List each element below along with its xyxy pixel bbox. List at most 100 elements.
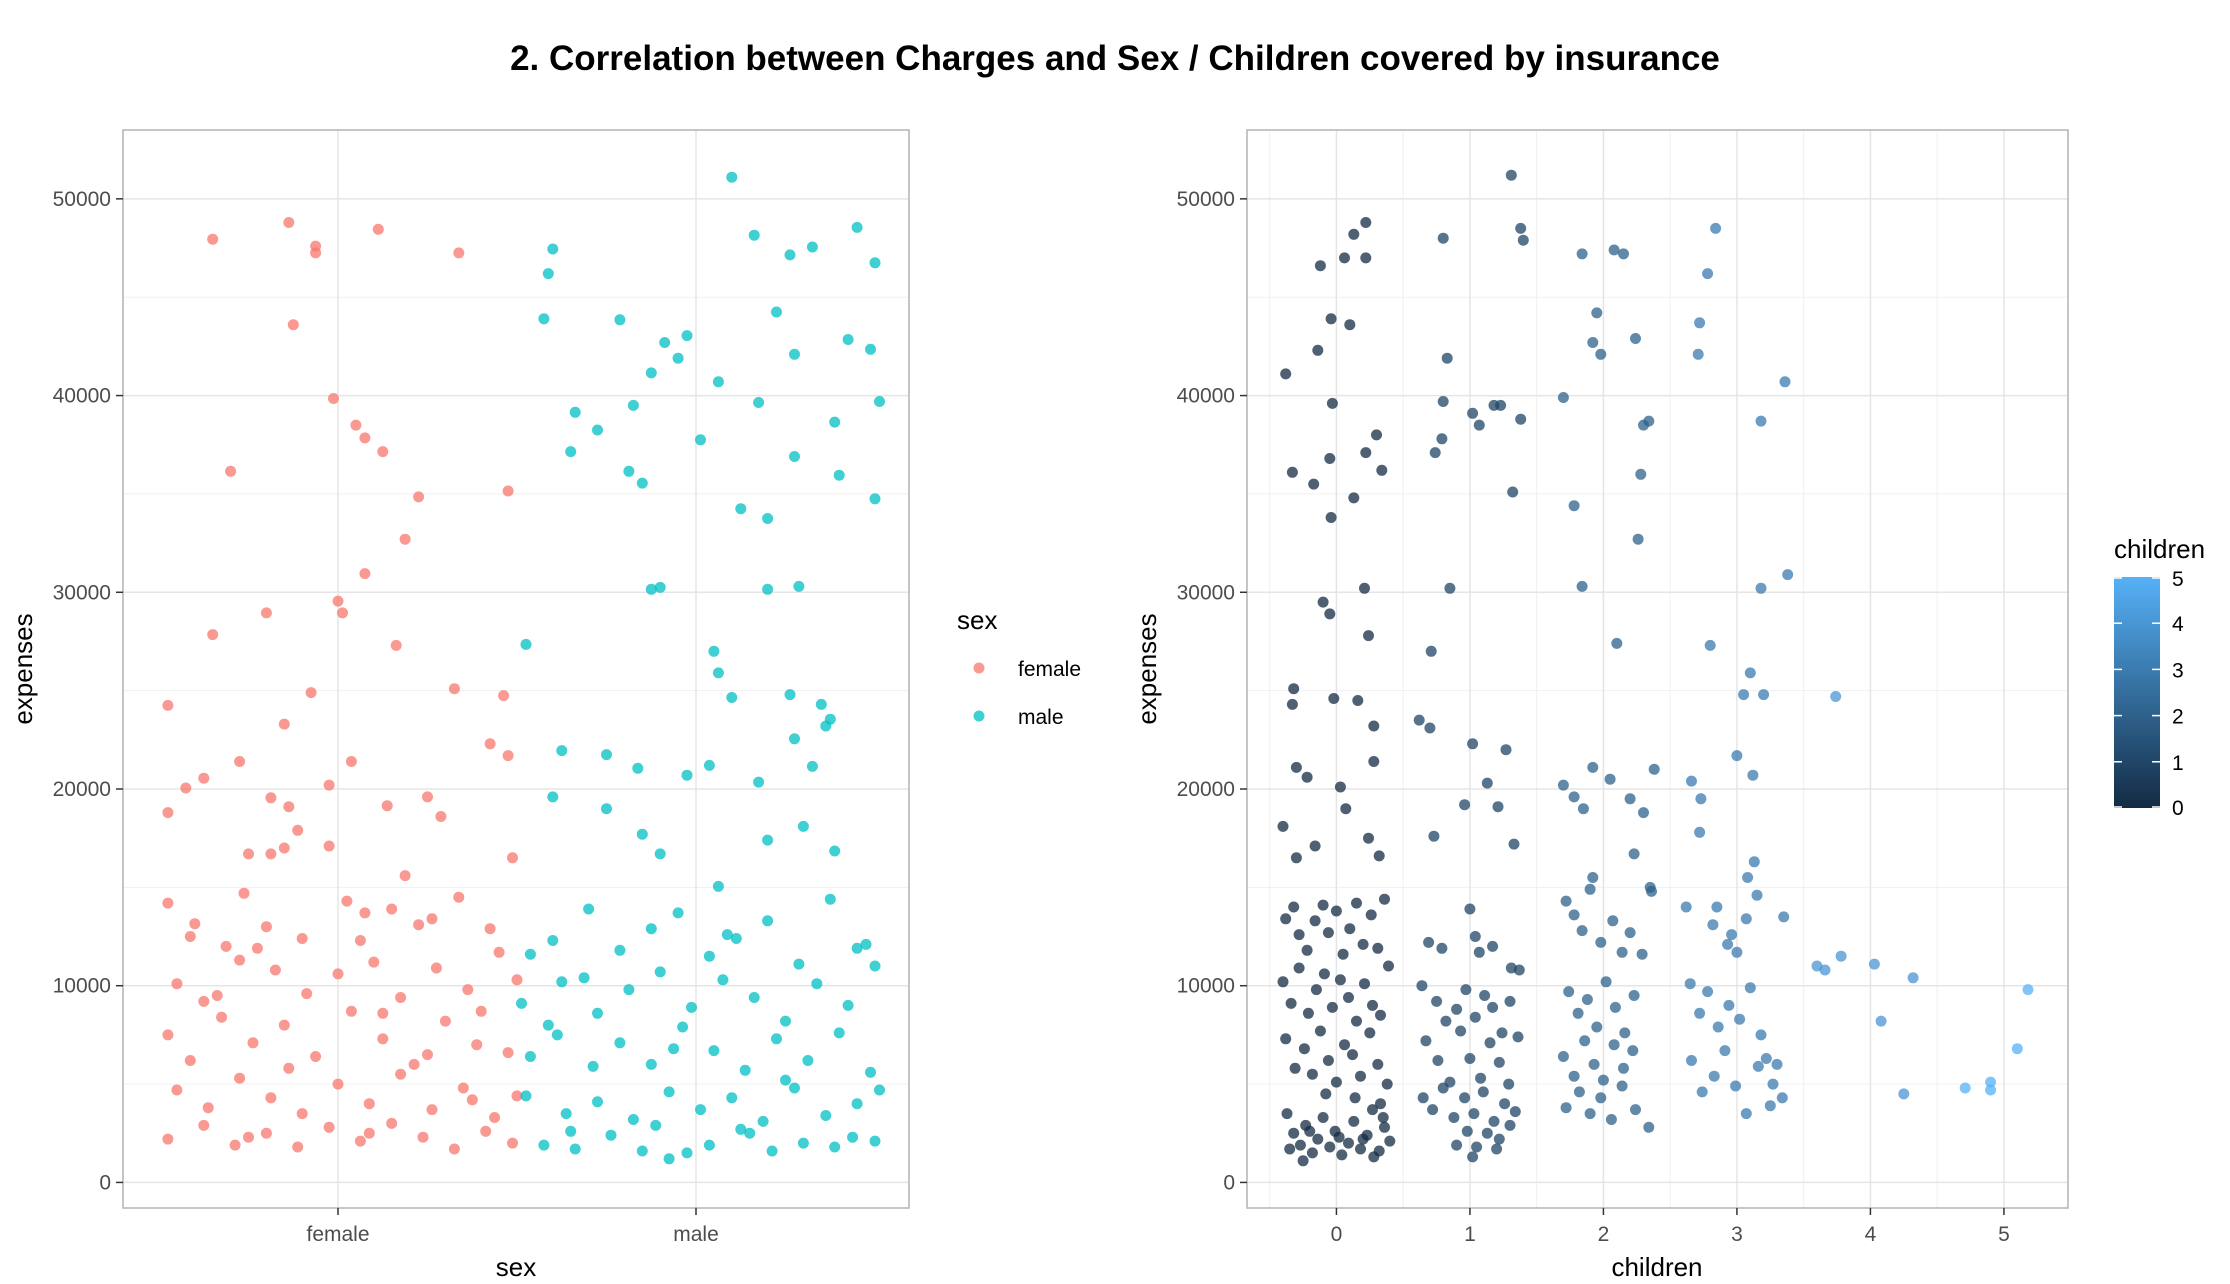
data-point-children-0	[1377, 1112, 1389, 1123]
data-point-female	[162, 1133, 174, 1145]
data-point-children-2	[1618, 1062, 1629, 1074]
data-point-children-2	[1557, 779, 1569, 791]
data-point-children-1	[1503, 1078, 1515, 1090]
data-point-female	[417, 1131, 429, 1143]
data-point-children-2	[1587, 761, 1599, 773]
data-point-female	[475, 1005, 487, 1017]
data-point-male	[516, 997, 527, 1009]
data-point-male	[645, 583, 657, 595]
data-point-male	[614, 1037, 626, 1049]
data-point-male	[860, 938, 872, 950]
sex-legend: sex female male	[957, 605, 1081, 729]
data-point-male	[663, 1086, 675, 1098]
data-point-children-2	[1628, 990, 1640, 1001]
data-point-children-3	[1694, 826, 1706, 838]
data-point-children-1	[1479, 990, 1491, 1001]
data-point-children-0	[1314, 260, 1326, 272]
data-point-children-0	[1326, 1001, 1338, 1013]
data-point-male	[753, 397, 765, 408]
data-point-children-0	[1368, 1151, 1380, 1163]
data-point-male	[762, 513, 774, 524]
data-point-children-0	[1365, 909, 1377, 921]
data-point-male	[636, 1145, 648, 1157]
data-point-female	[381, 800, 393, 812]
data-point-children-0	[1301, 944, 1313, 956]
data-point-male	[645, 923, 657, 935]
data-point-female	[278, 1019, 290, 1031]
data-point-children-2	[1595, 348, 1607, 360]
data-point-children-2	[1576, 248, 1588, 260]
data-point-children-3	[1680, 901, 1692, 913]
data-point-male	[757, 1115, 769, 1127]
data-point-female	[390, 639, 402, 651]
data-point-male	[730, 933, 742, 944]
data-point-male	[659, 337, 671, 348]
data-point-female	[386, 1117, 398, 1129]
data-point-female	[430, 962, 442, 974]
colorbar-tick-label: 3	[2172, 659, 2184, 682]
data-point-children-3	[1726, 929, 1738, 941]
data-point-female	[337, 607, 348, 619]
y-tick-label: 30000	[53, 581, 111, 604]
data-point-children-2	[1595, 1092, 1607, 1104]
data-point-male	[681, 330, 693, 342]
data-point-children-5	[1959, 1082, 1971, 1094]
data-point-male	[793, 580, 805, 592]
data-point-female	[198, 1119, 210, 1131]
data-point-children-0	[1310, 984, 1322, 996]
data-point-children-0	[1320, 1088, 1332, 1100]
data-point-male	[556, 976, 568, 988]
data-point-male	[668, 1043, 680, 1055]
data-point-children-1	[1481, 777, 1493, 789]
data-point-female	[283, 801, 295, 813]
data-point-children-1	[1461, 1125, 1473, 1137]
data-point-children-3	[1742, 872, 1754, 883]
data-point-female	[507, 1137, 518, 1149]
data-point-female	[453, 247, 465, 259]
data-point-children-2	[1591, 1021, 1603, 1033]
data-point-male	[793, 958, 805, 970]
legend-female-swatch	[973, 662, 985, 674]
data-point-children-1	[1488, 1115, 1500, 1127]
data-point-children-3	[1708, 1070, 1720, 1082]
data-point-children-1	[1417, 1092, 1429, 1104]
data-point-male	[762, 834, 774, 846]
data-point-female	[377, 446, 389, 458]
data-point-children-1	[1464, 903, 1476, 915]
data-point-male	[645, 1058, 657, 1070]
data-point-children-0	[1348, 228, 1360, 240]
data-point-children-1	[1424, 722, 1436, 734]
data-point-children-0	[1324, 608, 1336, 620]
data-point-female	[171, 978, 183, 990]
data-point-male	[842, 999, 854, 1011]
data-point-children-0	[1280, 368, 1292, 380]
data-point-children-3	[1730, 1080, 1742, 1092]
data-point-children-2	[1573, 1086, 1585, 1098]
data-point-children-0	[1309, 915, 1321, 927]
sex-grid	[123, 130, 909, 1208]
data-point-male	[605, 1129, 617, 1141]
data-point-female	[162, 897, 174, 909]
data-point-male	[712, 376, 724, 388]
data-point-children-1	[1496, 1027, 1508, 1039]
data-point-female	[216, 1011, 228, 1023]
y-tick-label: 50000	[53, 188, 111, 211]
data-point-children-2	[1600, 976, 1612, 988]
data-point-children-3	[1695, 793, 1707, 805]
children-x-ticks: 0 1 2 3 4 5	[1331, 1208, 2010, 1246]
data-point-male	[654, 966, 666, 978]
data-point-female	[283, 1062, 295, 1074]
data-point-children-0	[1384, 1135, 1396, 1147]
data-point-male	[551, 1029, 563, 1041]
data-point-children-2	[1563, 986, 1575, 998]
data-point-children-2	[1568, 791, 1580, 803]
data-point-female	[439, 1015, 451, 1027]
data-point-male	[681, 769, 693, 781]
sex-x-ticks: female male	[306, 1208, 719, 1246]
y-tick-label: 50000	[1177, 188, 1235, 211]
data-point-male	[677, 1021, 689, 1033]
data-point-children-0	[1372, 942, 1384, 954]
data-point-children-3	[1686, 1055, 1697, 1066]
x-tick-label: 5	[1998, 1223, 2010, 1246]
data-point-children-3	[1748, 856, 1760, 868]
